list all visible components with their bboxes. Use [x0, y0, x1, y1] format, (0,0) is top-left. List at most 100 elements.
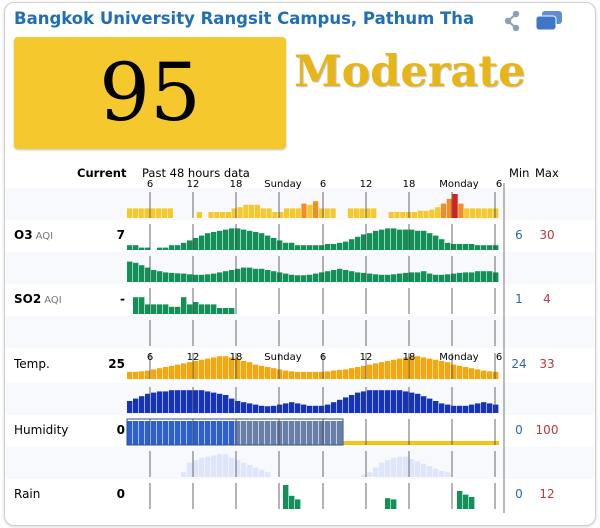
chart-bar [475, 369, 481, 379]
chart-bar [403, 391, 409, 413]
chart-bar [181, 242, 187, 250]
row-label[interactable]: Pressure [14, 391, 65, 405]
chart-bar [409, 272, 415, 282]
chart-bar [457, 491, 463, 509]
row-label[interactable]: SO2 AQI [14, 292, 62, 306]
chart-bar [373, 467, 379, 477]
chart-bar [265, 406, 271, 413]
chart-bar [481, 370, 487, 379]
chart-bar [367, 472, 373, 477]
chart-bar [463, 405, 469, 413]
time-axis-tick: 6 [496, 352, 502, 363]
chart-bar [199, 359, 205, 379]
chart-bar [211, 455, 217, 477]
chart-bar [445, 472, 451, 477]
chart-bar [217, 356, 223, 379]
chart-bar [157, 304, 163, 314]
chart-bar [259, 233, 265, 250]
chart-bar [235, 421, 241, 445]
chart-bar [385, 274, 391, 282]
chart-bar [487, 245, 493, 250]
chart-bar [289, 495, 295, 509]
station-title[interactable]: Bangkok University Rangsit Campus, Pathu… [14, 9, 474, 28]
chart-bar [133, 262, 139, 282]
share-icon[interactable] [503, 10, 523, 32]
chart-bar [403, 357, 409, 379]
time-axis-tick: 18 [403, 352, 416, 363]
chart-bar [157, 391, 163, 413]
windows-icon[interactable] [534, 10, 564, 32]
chart-bar [379, 462, 385, 477]
chart-bar [181, 273, 187, 282]
chart-bar [265, 235, 271, 250]
chart-bar [157, 368, 163, 379]
chart-bar [427, 398, 433, 413]
chart-bar [187, 240, 193, 250]
chart-bar [391, 499, 397, 509]
aqi-status-label: Moderate [294, 47, 526, 97]
row-label[interactable]: NO2 AQI [14, 260, 63, 274]
chart-bar [156, 208, 162, 218]
chart-bar [151, 421, 157, 445]
chart-bar [464, 208, 470, 218]
chart-bar [457, 244, 463, 250]
chart-bar [205, 304, 211, 314]
time-axis-tick: 12 [187, 179, 200, 190]
chart-bar [157, 271, 163, 282]
chart-bar [229, 457, 235, 477]
chart-bar [175, 306, 181, 314]
chart-bar [469, 368, 475, 379]
chart-bar [318, 208, 325, 218]
row-stripe [5, 447, 595, 479]
chart-bar [229, 308, 235, 314]
chart-bar [379, 229, 385, 250]
chart-bar [385, 361, 391, 379]
chart-bar [139, 247, 145, 250]
row-label[interactable]: O3 AQI [14, 228, 53, 242]
chart-bar [283, 370, 289, 379]
time-axis-tick: 12 [360, 352, 373, 363]
chart-bar [307, 405, 313, 413]
chart-bar [271, 238, 277, 250]
chart-bar [427, 466, 433, 477]
chart-bar [361, 272, 367, 282]
chart-bar [253, 268, 259, 282]
chart-bar [427, 273, 433, 282]
row-min-value: 0 [515, 423, 523, 437]
time-axis-tick: 6 [320, 352, 326, 363]
row-max-value: 30 [539, 228, 555, 242]
chart-bar [139, 421, 145, 445]
row-label[interactable]: PM10 AQI [14, 196, 72, 210]
chart-bar [355, 272, 361, 282]
chart-bar [355, 392, 361, 413]
chart-bar [199, 390, 205, 413]
row-current-value: 5 [116, 260, 125, 274]
row-label-main: PM10 [14, 196, 52, 210]
chart-bar [439, 274, 445, 282]
time-axis-tick: Sunday [264, 179, 301, 190]
chart-bar [163, 272, 169, 282]
chart-bar [241, 361, 247, 379]
chart-bar [196, 212, 202, 218]
chart-bar [445, 274, 451, 282]
row-label[interactable]: Temp. [14, 357, 50, 371]
chart-bar [231, 208, 237, 218]
chart-bar [223, 271, 229, 282]
chart-bar [259, 405, 265, 413]
chart-bar [313, 405, 319, 413]
row-label[interactable]: Wind [14, 455, 44, 469]
row-current-value: - [120, 292, 125, 306]
row-label[interactable]: CO AQI [14, 324, 54, 338]
chart-bar [325, 371, 331, 379]
chart-bar [355, 236, 361, 250]
chart-bar [481, 245, 487, 250]
chart-bar [469, 404, 475, 413]
chart-bar [415, 356, 421, 379]
row-min-value: 0 [515, 324, 523, 338]
chart-bar [127, 371, 133, 379]
chart-bar [406, 212, 412, 218]
row-max-value: 184 [535, 196, 559, 210]
chart-bar [397, 390, 403, 413]
row-label[interactable]: Humidity [14, 423, 68, 437]
row-label[interactable]: Rain [14, 487, 40, 501]
